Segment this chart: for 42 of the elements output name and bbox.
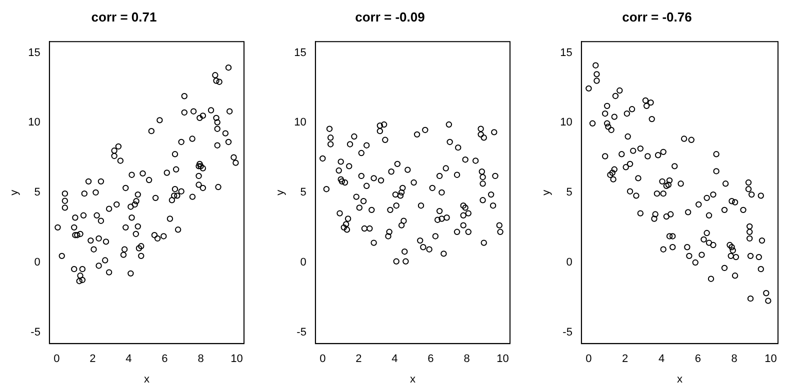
x-tick-label: 8 [731, 353, 738, 366]
y-tick-label: 5 [566, 186, 572, 199]
y-axis-title: y [540, 189, 553, 196]
x-tick-label: 0 [586, 353, 592, 366]
x-axis-title: x [144, 373, 150, 386]
y-tick-label: 5 [300, 186, 306, 199]
y-tick-label: -5 [562, 326, 572, 338]
y-tick-label: 10 [294, 116, 306, 129]
x-axis-title: x [676, 373, 683, 386]
y-tick-label: 15 [294, 46, 306, 59]
x-tick-label: 6 [162, 353, 168, 366]
chart-title: corr = -0.09 [355, 9, 425, 24]
x-tick-label: 10 [764, 353, 777, 366]
x-tick-label: 0 [320, 353, 326, 366]
x-tick-label: 4 [392, 353, 398, 366]
x-tick-label: 8 [198, 353, 204, 366]
y-tick-label: 0 [300, 256, 306, 269]
chart-title: corr = -0.76 [622, 9, 692, 24]
x-tick-label: 2 [622, 353, 628, 366]
y-tick-label: -5 [30, 326, 40, 338]
x-tick-label: 0 [54, 353, 60, 366]
x-tick-label: 8 [464, 353, 470, 366]
x-tick-label: 2 [356, 353, 362, 366]
y-tick-label: 10 [560, 116, 572, 129]
chart-title: corr = 0.71 [91, 9, 157, 24]
x-tick-label: 2 [90, 353, 96, 366]
y-tick-label: 15 [28, 46, 40, 59]
y-tick-label: 15 [560, 46, 572, 59]
x-axis-title: x [410, 373, 416, 386]
y-tick-label: 0 [566, 256, 572, 269]
x-tick-label: 4 [658, 353, 665, 366]
y-axis-title: y [274, 189, 287, 196]
x-tick-label: 10 [496, 353, 509, 366]
x-tick-label: 6 [428, 353, 434, 366]
y-tick-label: 5 [34, 186, 40, 199]
x-tick-label: 10 [230, 353, 243, 366]
x-tick-label: 4 [126, 353, 132, 366]
y-tick-label: -5 [296, 326, 306, 338]
y-axis-title: y [8, 189, 21, 196]
x-tick-label: 6 [694, 353, 701, 366]
y-tick-label: 0 [34, 256, 40, 269]
y-tick-label: 10 [28, 116, 40, 129]
